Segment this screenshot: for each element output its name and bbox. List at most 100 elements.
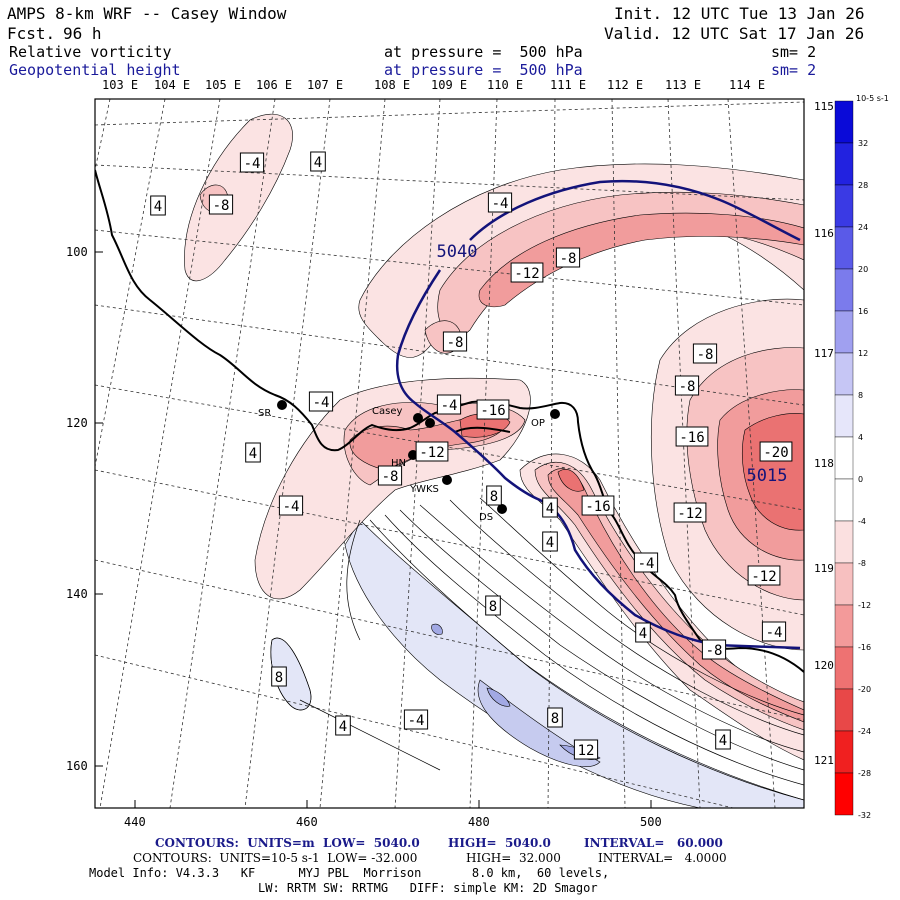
colorbar-unit: 10-5 s-1 xyxy=(856,94,889,103)
colorbar-label: 16 xyxy=(858,307,868,316)
colorbar-label: 32 xyxy=(858,139,868,148)
x-tick-label: 460 xyxy=(296,815,318,829)
vorticity-contour-label: -8 xyxy=(447,335,464,351)
colorbar-label: 28 xyxy=(858,181,868,190)
contour-label-box xyxy=(674,375,700,396)
negative-vorticity-area xyxy=(547,468,804,723)
colorbar-label: 8 xyxy=(858,391,863,400)
colorbar-label: -8 xyxy=(858,559,866,568)
contour-label-box xyxy=(542,497,558,518)
station-marker[interactable] xyxy=(497,504,507,514)
vorticity-contour-label: -20 xyxy=(763,445,788,461)
colorbar-swatch xyxy=(834,352,854,396)
colorbar-swatch xyxy=(834,562,854,606)
station-label: Casey xyxy=(372,406,402,417)
contour-label-box xyxy=(692,343,718,364)
vorticity-contour-label: 4 xyxy=(249,446,257,462)
contour-label-box xyxy=(150,195,166,216)
plot-frame xyxy=(94,98,805,809)
vorticity-contour-label: -4 xyxy=(638,556,655,572)
field2-smoothing: sm= 2 xyxy=(771,61,817,79)
vorticity-shading xyxy=(184,113,804,808)
contour-label-box xyxy=(278,495,304,516)
lon-label-top: 114 E xyxy=(729,78,766,92)
station-marker[interactable] xyxy=(277,400,287,410)
colorbar-label: -24 xyxy=(858,727,871,736)
contour-label-box xyxy=(555,247,581,268)
vorticity-contour-label: 8 xyxy=(275,670,283,686)
footer-model-info: Model Info: V4.3.3 KF MYJ PBL Morrison 8… xyxy=(89,866,610,880)
valid-time: Valid. 12 UTC Sat 17 Jan 26 xyxy=(604,24,865,43)
lon-label-top: 110 E xyxy=(487,78,524,92)
colorbar-swatch xyxy=(834,646,854,690)
vorticity-contour-label: 4 xyxy=(339,719,347,735)
field2-name: Geopotential height xyxy=(9,61,181,79)
colorbar-label: -28 xyxy=(858,769,871,778)
lon-label-top: 105 E xyxy=(205,78,242,92)
contour-label-box xyxy=(377,465,403,486)
vorticity-contours xyxy=(270,497,804,801)
vorticity-contour-label: -4 xyxy=(441,398,458,414)
lon-label-top: 107 E xyxy=(307,78,344,92)
station-marker[interactable] xyxy=(442,475,452,485)
vorticity-contour-label: -4 xyxy=(408,713,425,729)
colorbar-label: 0 xyxy=(858,475,863,484)
contour-label-box xyxy=(271,666,287,687)
vorticity-contour-label: 12 xyxy=(578,743,595,759)
colorbar-swatch xyxy=(834,730,854,774)
vorticity-contour-label: 8 xyxy=(551,711,559,727)
contour-label-box xyxy=(486,485,502,506)
colorbar-swatch xyxy=(834,520,854,564)
footer-physics: LW: RRTM SW: RRTMG DIFF: simple KM: 2D S… xyxy=(258,881,598,895)
footer-height-high: HIGH= 5040.0 xyxy=(448,836,551,850)
vorticity-contour-label: 4 xyxy=(154,199,162,215)
footer-vort-contours: CONTOURS: UNITS=10-5 s-1 LOW= -32.000 xyxy=(133,851,418,865)
lon-label-top: 103 E xyxy=(102,78,139,92)
positive-vorticity-area xyxy=(431,623,443,635)
colorbar-swatch xyxy=(834,772,854,816)
stations: SR Casey HN YWKS DS OP xyxy=(258,400,560,523)
contour-label-box xyxy=(415,441,449,462)
contour-label-box xyxy=(208,194,234,215)
vorticity-contour-label: -8 xyxy=(679,379,696,395)
contour-label-box xyxy=(308,391,334,412)
colorbar-swatch xyxy=(834,226,854,270)
footer-vort-interval: INTERVAL= 4.0000 xyxy=(598,851,727,865)
colorbar-label: 4 xyxy=(858,433,863,442)
contour-label-box xyxy=(542,531,558,552)
vorticity-contour-label: -4 xyxy=(283,499,300,515)
axis-labels: 440 460 480 500 100 120 140 160 xyxy=(66,245,662,829)
contour-label-box xyxy=(715,729,731,750)
colorbar-label: 24 xyxy=(858,223,868,232)
field1-level: at pressure = 500 hPa xyxy=(384,43,583,61)
colorbar-swatch xyxy=(834,100,854,144)
contour-label-box xyxy=(635,622,651,643)
positive-vorticity-area xyxy=(486,687,511,707)
colorbar-label: -16 xyxy=(858,643,871,652)
vorticity-contour-label: 4 xyxy=(314,155,322,171)
station-label: OP xyxy=(531,418,545,429)
init-time: Init. 12 UTC Tue 13 Jan 26 xyxy=(614,4,865,23)
lon-label-top: 113 E xyxy=(665,78,702,92)
station-marker[interactable] xyxy=(550,409,560,419)
station-label: DS xyxy=(479,512,493,523)
station-marker[interactable] xyxy=(425,418,435,428)
colorbar-swatch xyxy=(834,268,854,312)
contour-label-box xyxy=(581,495,615,516)
station-marker[interactable] xyxy=(413,413,423,423)
vorticity-contour-label: -16 xyxy=(679,430,704,446)
contour-label-box xyxy=(759,441,793,462)
vorticity-contour-label: -8 xyxy=(560,251,577,267)
vorticity-contour-label: -8 xyxy=(213,198,230,214)
field1-smoothing: sm= 2 xyxy=(771,43,817,61)
station-label: HN xyxy=(391,458,406,469)
station-marker[interactable] xyxy=(408,450,418,460)
station-label: YWKS xyxy=(409,484,439,495)
contour-label-box xyxy=(761,621,787,642)
vorticity-contour-label: -12 xyxy=(751,569,776,585)
height-contour-label: 5040 xyxy=(437,242,478,262)
positive-vorticity-area xyxy=(477,679,601,767)
vorticity-contour-label: -4 xyxy=(766,625,783,641)
